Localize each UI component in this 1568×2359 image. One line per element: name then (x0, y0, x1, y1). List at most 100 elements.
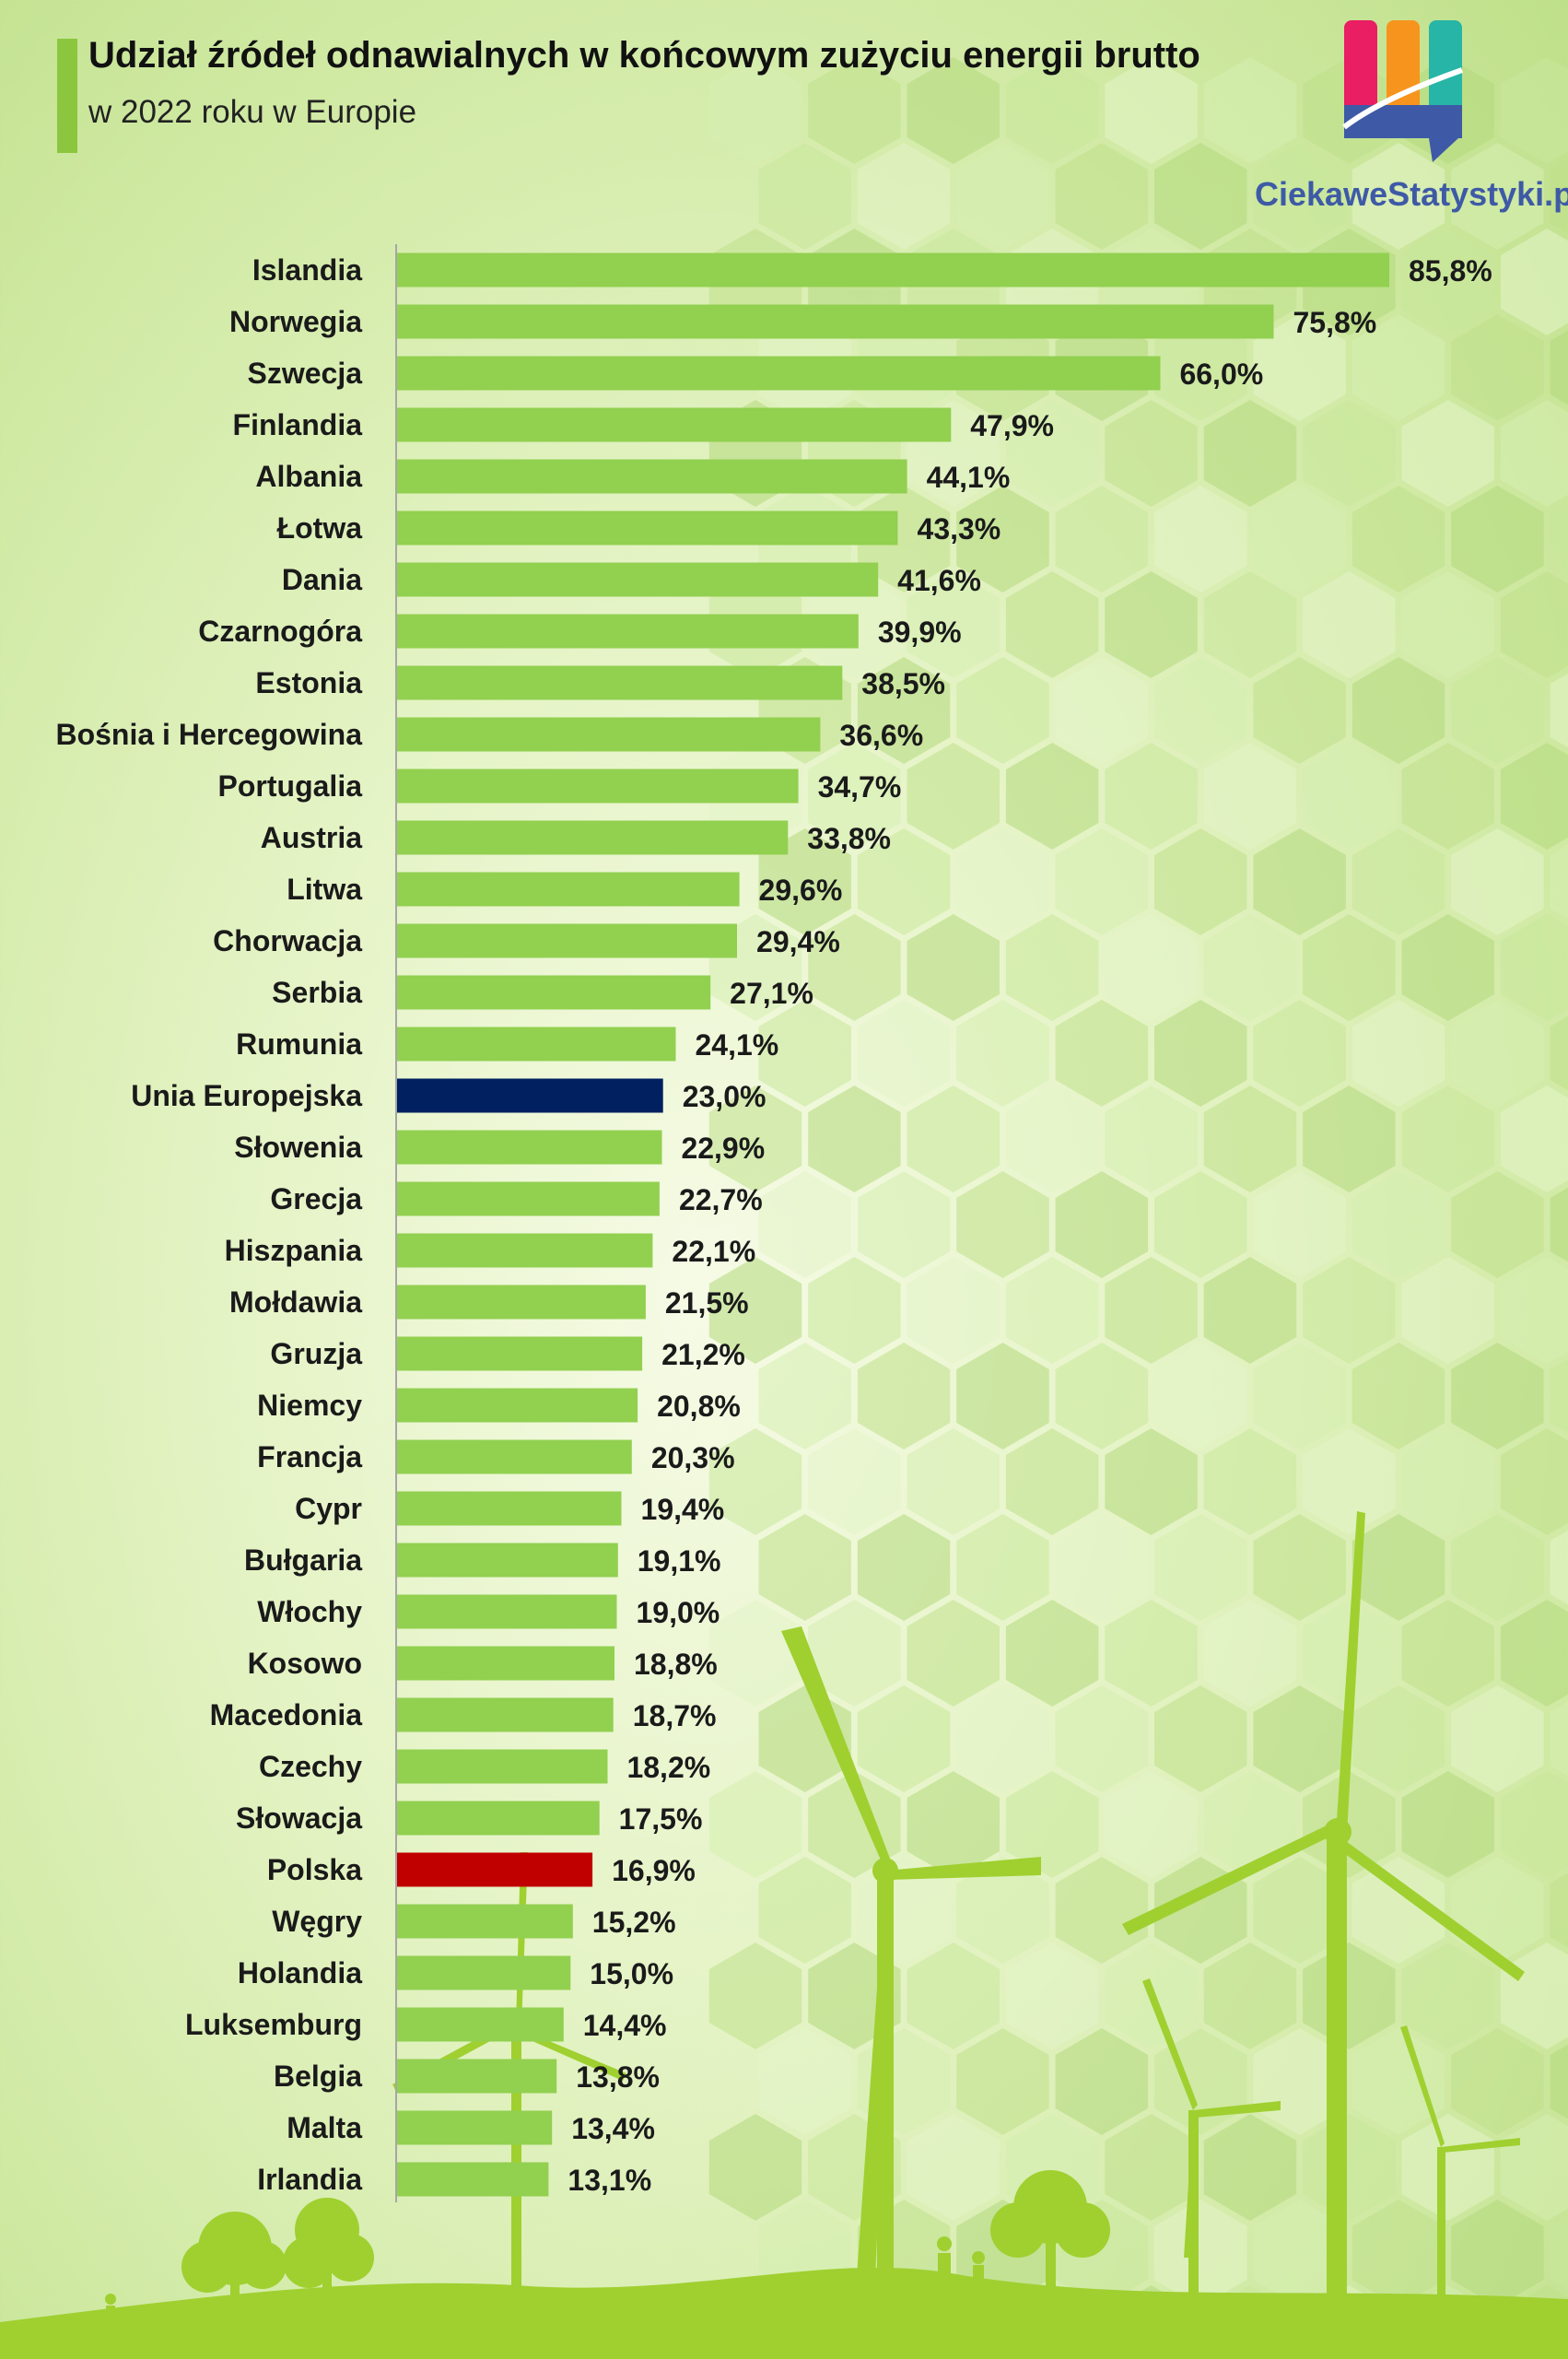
value-label: 18,7% (633, 1699, 717, 1732)
hexagon-tile (1055, 1857, 1149, 1964)
category-label: Mołdawia (229, 1285, 362, 1319)
hexagon-tile (708, 1942, 802, 2049)
hexagon-tile (956, 1857, 1049, 1964)
bar-2 (397, 356, 1161, 391)
value-label: 20,8% (657, 1390, 741, 1423)
hexagon-tile (758, 1343, 851, 1449)
bar-25 (397, 1543, 618, 1578)
category-label: Szwecja (247, 357, 362, 390)
hexagon-tile (1203, 1428, 1297, 1535)
hexagon-tile (708, 1086, 802, 1192)
category-label: Niemcy (257, 1389, 362, 1422)
chart-subtitle: w 2022 roku w Europie (88, 94, 417, 130)
bar-35 (397, 2059, 557, 2094)
hexagon-tile (1154, 1343, 1247, 1449)
hexagon-tile (857, 1171, 951, 1278)
hexagon-tile (1451, 1685, 1544, 1792)
hexagon-tile (1154, 1685, 1247, 1792)
hexagon-tile (857, 143, 951, 250)
hexagon-tile (1005, 1600, 1099, 1707)
hexagon-tile (808, 1428, 901, 1535)
bar-37 (397, 2162, 549, 2197)
category-label: Austria (261, 821, 362, 854)
hexagon-tile (907, 1086, 1000, 1192)
bar-15 (397, 1027, 676, 1062)
hexagon-tile (956, 1171, 1049, 1278)
value-label: 19,1% (638, 1544, 721, 1578)
hexagon-tile (808, 914, 901, 1021)
hexagon-tile (1203, 914, 1297, 1021)
hexagon-tile (1055, 657, 1149, 764)
hexagon-tile (1352, 486, 1445, 593)
hexagon-tile (1352, 314, 1445, 421)
hexagon-tile (1055, 2028, 1149, 2135)
header: Udział źródeł odnawialnych w końcowym zu… (0, 0, 1568, 221)
hexagon-tile (1401, 1942, 1494, 2049)
hexagon-tile (1500, 57, 1568, 164)
hexagon-tile (857, 828, 951, 935)
bar-5 (397, 511, 898, 546)
hexagon-tile (1550, 1358, 1568, 1434)
value-label: 33,8% (807, 822, 891, 855)
hexagon-tile (758, 1857, 851, 1964)
hexagon-tile (1105, 1428, 1198, 1535)
hexagon-tile (907, 57, 1000, 164)
hexagon-tile (1005, 914, 1099, 1021)
hexagon-tile (1401, 229, 1494, 335)
hexagon-tile (1550, 158, 1568, 234)
hexagon-tile (808, 57, 901, 164)
hexagon-tile (1253, 314, 1346, 421)
category-label: Bośnia i Hercegowina (55, 718, 362, 751)
hexagon-tile (1352, 1857, 1445, 1964)
hexagon-tile (956, 1514, 1049, 1621)
category-label: Grecja (270, 1182, 362, 1215)
hexagon-tile (1451, 2028, 1544, 2135)
hexagon-tile (1203, 1942, 1297, 2049)
value-label: 19,4% (641, 1493, 725, 1526)
hexagon-tile (1550, 1701, 1568, 1777)
hexagon-tile (1451, 314, 1544, 421)
value-label: 44,1% (927, 461, 1011, 494)
category-label: Norwegia (229, 305, 362, 338)
hexagon-tile (1451, 1343, 1544, 1449)
hexagon-tile (1401, 1257, 1494, 1364)
hexagon-tile (1253, 1000, 1346, 1107)
category-label: Francja (257, 1440, 362, 1473)
hexagon-tile (956, 828, 1049, 935)
hexagon-tile (1253, 486, 1346, 593)
hexagon-tile (857, 1685, 951, 1792)
value-label: 22,7% (679, 1183, 763, 1216)
hexagon-tile (1451, 828, 1544, 935)
value-label: 14,4% (583, 2009, 667, 2042)
category-label: Serbia (272, 976, 362, 1009)
hexagon-tile (758, 1000, 851, 1107)
hexagon-tile (1203, 743, 1297, 850)
hexagon-tile (1253, 2200, 1346, 2306)
bar-4 (397, 459, 907, 494)
hexagon-tile (1401, 914, 1494, 1021)
hexagon-tile (1352, 2200, 1445, 2306)
hexagon-tile (1500, 914, 1568, 1021)
hexagon-tile (1451, 657, 1544, 764)
bar-32 (397, 1904, 573, 1939)
hexagon-tile (1105, 1257, 1198, 1364)
value-label: 18,2% (626, 1751, 710, 1784)
hexagon-tile (1105, 2114, 1198, 2221)
hexagon-tile (1105, 914, 1198, 1021)
category-label: Finlandia (233, 408, 363, 441)
value-label: 19,0% (636, 1596, 720, 1629)
bar-20 (397, 1285, 646, 1320)
hexagon-tile (1451, 486, 1544, 593)
bar-19 (397, 1233, 653, 1268)
hexagon-tile (956, 486, 1049, 593)
value-label: 85,8% (1409, 254, 1492, 288)
hexagon-tile (1550, 844, 1568, 920)
category-label: Chorwacja (213, 924, 362, 957)
hexagon-tile (1105, 1771, 1198, 1878)
hexagon-tile (1154, 1514, 1247, 1621)
hexagon-tile (1154, 486, 1247, 593)
ciekawestatystyki-logo-icon (1342, 20, 1464, 162)
hexagon-tile (808, 1086, 901, 1192)
hexagon-tile (1105, 1086, 1198, 1192)
hexagon-tile (1352, 1685, 1445, 1792)
